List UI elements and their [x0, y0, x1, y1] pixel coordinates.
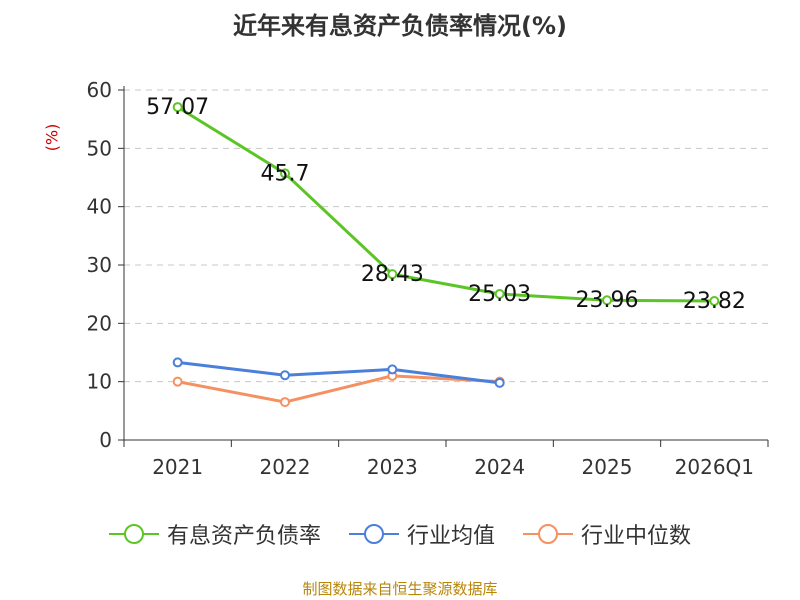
y-tick-label: 20 — [87, 311, 112, 335]
data-label: 23.96 — [576, 288, 639, 313]
series-line — [177, 360, 500, 385]
legend: 有息资产负债率 行业均值 行业中位数 — [0, 518, 800, 550]
x-tick-label: 2026Q1 — [675, 455, 754, 479]
data-point — [280, 370, 290, 381]
data-label: 28.43 — [361, 262, 424, 287]
data-label: 57.07 — [146, 95, 209, 120]
legend-marker-industry-median — [523, 524, 573, 544]
data-point — [172, 102, 183, 113]
data-point — [387, 269, 398, 280]
data-point — [387, 364, 398, 375]
legend-label: 有息资产负债率 — [166, 524, 321, 549]
x-tick-label: 2025 — [582, 455, 633, 479]
x-tick-label: 2021 — [152, 455, 203, 479]
legend-item-industry-average[interactable]: 行业均值 — [348, 518, 495, 550]
data-source-note: 制图数据来自恒生聚源数据库 — [302, 580, 498, 598]
data-point — [280, 168, 290, 179]
y-tick-label: 0 — [99, 428, 112, 452]
y-tick-label: 40 — [87, 195, 112, 219]
legend-item-industry-median[interactable]: 行业中位数 — [523, 518, 691, 550]
data-point — [172, 357, 183, 368]
data-point — [709, 296, 720, 307]
series-line — [176, 105, 715, 303]
data-point — [494, 377, 505, 388]
legend-item-debt-ratio[interactable]: 有息资产负债率 — [108, 518, 321, 550]
x-tick-label: 2023 — [367, 455, 418, 479]
data-label: 45.7 — [261, 161, 310, 186]
data-point — [172, 376, 183, 387]
data-label: 23.82 — [683, 289, 746, 314]
data-point — [602, 295, 612, 306]
data-label: 25.03 — [468, 282, 531, 307]
data-point — [280, 397, 290, 408]
legend-marker-industry-average — [348, 524, 399, 544]
y-tick-label: 50 — [87, 136, 112, 160]
legend-label: 行业中位数 — [581, 524, 692, 549]
legend-label: 行业均值 — [406, 524, 495, 549]
x-tick-label: 2024 — [474, 455, 525, 479]
y-tick-label: 10 — [87, 370, 112, 394]
legend-marker-debt-ratio — [108, 524, 159, 544]
x-tick-label: 2022 — [260, 455, 311, 479]
data-point — [494, 288, 505, 299]
chart-title: 近年来有息资产负债率情况(%) — [233, 12, 567, 40]
y-tick-label: 30 — [87, 253, 112, 277]
y-tick-label: 60 — [87, 78, 112, 102]
series-line — [177, 374, 500, 404]
